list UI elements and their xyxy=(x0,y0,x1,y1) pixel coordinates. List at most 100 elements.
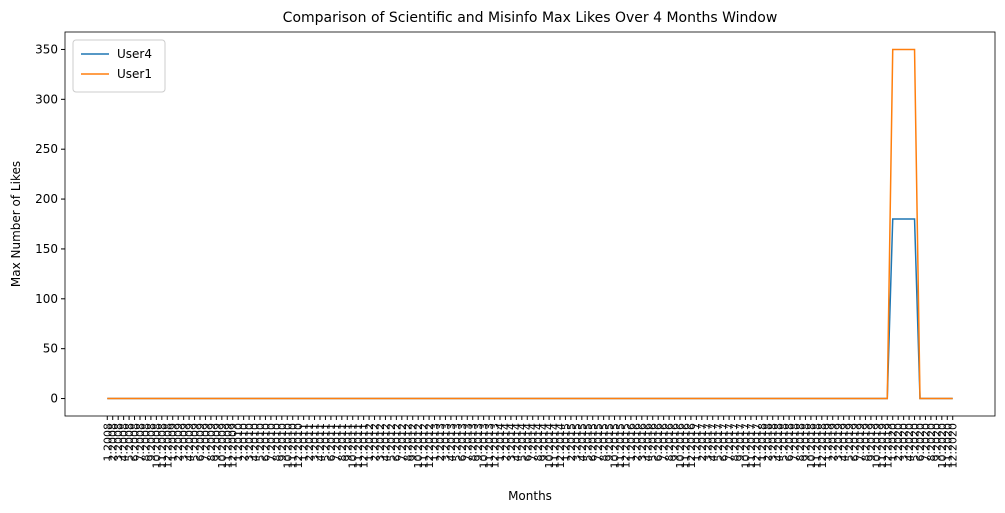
x-tick-label: 1.2013 xyxy=(429,423,442,462)
y-tick-label: 0 xyxy=(50,392,58,406)
x-tick-label: 2.2014 xyxy=(499,423,512,462)
x-tick-label: 9.2010 xyxy=(276,423,289,462)
legend-label: User1 xyxy=(117,67,152,81)
x-tick-label: 7.2011 xyxy=(330,423,343,462)
x-tick-label: 8.2019 xyxy=(859,423,872,462)
y-tick-label: 250 xyxy=(35,142,58,156)
x-tick-label: 11.2017 xyxy=(745,423,758,469)
x-tick-label: 7.2016 xyxy=(658,423,671,462)
x-tick-label: 6.2015 xyxy=(587,423,600,462)
series-line xyxy=(107,48,953,400)
x-tick-label: 10.2020 xyxy=(936,423,949,469)
x-tick-label: 11.2012 xyxy=(418,423,431,469)
x-tick-label: 1.2018 xyxy=(756,423,769,462)
x-tick-label: 11.2020 xyxy=(941,423,954,469)
x-tick-label: 12.2011 xyxy=(358,423,371,469)
x-tick-label: 7.2019 xyxy=(854,423,867,462)
x-tick-label: 12.2019 xyxy=(881,423,894,469)
x-tick-label: 10.2009 xyxy=(216,423,229,469)
x-tick-label: 12.2018 xyxy=(816,423,829,469)
x-tick-label: 1.2015 xyxy=(559,423,572,462)
x-tick-label: 10.2018 xyxy=(805,423,818,469)
x-tick-label: 1.2009 xyxy=(167,423,180,462)
x-tick-label: 2.2011 xyxy=(303,423,316,462)
x-tick-label: 5.2015 xyxy=(581,423,594,462)
x-tick-label: 2.2013 xyxy=(434,423,447,462)
plot-frame xyxy=(64,31,996,417)
x-tick-label: 8.2010 xyxy=(270,423,283,462)
x-tick-label: 3.2020 xyxy=(898,423,911,462)
x-tick-label: 6.2019 xyxy=(849,423,862,462)
x-tick-label: 4.2013 xyxy=(445,423,458,462)
x-tick-label: 1.2011 xyxy=(298,423,311,462)
x-tick-label: 1.2010 xyxy=(232,423,245,462)
x-tick-label: 1.2008 xyxy=(101,423,114,462)
x-tick-label: 11.2018 xyxy=(810,423,823,469)
x-tick-label: 6.2018 xyxy=(783,423,796,462)
x-axis-label: Months xyxy=(508,489,552,503)
x-tick-label: 3.2016 xyxy=(636,423,649,462)
x-tick-label: 9.2011 xyxy=(341,423,354,462)
x-tick-label: 9.2015 xyxy=(603,423,616,462)
x-tick-label: 3.2011 xyxy=(309,423,322,462)
x-tick-label: 6.2013 xyxy=(456,423,469,462)
x-tick-label: 8.2020 xyxy=(925,423,938,462)
x-tick-label: 11.2011 xyxy=(352,423,365,469)
x-tick-label: 5.2010 xyxy=(254,423,267,462)
x-tick-label: 10.2010 xyxy=(281,423,294,469)
x-tick-label: 3.2009 xyxy=(178,423,191,462)
x-tick-label: 12.2009 xyxy=(227,423,240,469)
x-tick-label: 5.2011 xyxy=(319,423,332,462)
x-tick-label: 3.2013 xyxy=(439,423,452,462)
x-tick-label: 11.2008 xyxy=(156,423,169,469)
x-tick-label: 2.2018 xyxy=(761,423,774,462)
x-tick-label: 2.2019 xyxy=(827,423,840,462)
x-tick-label: 7.2009 xyxy=(199,423,212,462)
x-tick-label: 3.2010 xyxy=(243,423,256,462)
x-tick-label: 2.2017 xyxy=(696,423,709,462)
x-tick-label: 2.2010 xyxy=(238,423,251,462)
x-tick-label: 7.2008 xyxy=(134,423,147,462)
x-tick-label: 5.2012 xyxy=(385,423,398,462)
x-tick-label: 6.2012 xyxy=(390,423,403,462)
x-tick-label: 5.2018 xyxy=(778,423,791,462)
x-tick-label: 2.2009 xyxy=(172,423,185,462)
x-tick-label: 10.2008 xyxy=(150,423,163,469)
x-tick-label: 12.2020 xyxy=(947,423,960,469)
x-tick-label: 8.2008 xyxy=(139,423,152,462)
x-tick-label: 12.2016 xyxy=(685,423,698,469)
x-tick-label: 6.2010 xyxy=(259,423,272,462)
x-tick-label: 10.2011 xyxy=(347,423,360,469)
x-tick-label: 9.2008 xyxy=(145,423,158,462)
x-tick-label: 3.2019 xyxy=(832,423,845,462)
x-tick-label: 6.2016 xyxy=(652,423,665,462)
x-tick-label: 8.2012 xyxy=(401,423,414,462)
legend-box xyxy=(72,39,166,93)
x-tick-label: 8.2013 xyxy=(467,423,480,462)
x-tick-label: 6.2011 xyxy=(325,423,338,462)
x-tick-label: 6.2014 xyxy=(521,423,534,462)
x-tick-label: 4.2019 xyxy=(838,423,851,462)
x-tick-label: 1.2014 xyxy=(494,423,507,462)
x-tick-label: 2.2020 xyxy=(892,423,905,462)
y-tick-label: 100 xyxy=(35,292,58,306)
y-axis-label: Max Number of Likes xyxy=(9,161,23,287)
x-tick-label: 3.2014 xyxy=(505,423,518,462)
x-tick-label: 6.2017 xyxy=(718,423,731,462)
x-tick-label: 12.2017 xyxy=(750,423,763,469)
x-tick-label: 9.2017 xyxy=(734,423,747,462)
x-tick-label: 4.2017 xyxy=(707,423,720,462)
x-tick-label: 2.2016 xyxy=(630,423,643,462)
x-tick-label: 4.2020 xyxy=(903,423,916,462)
y-tick-label: 300 xyxy=(35,92,58,106)
x-tick-label: 5.2020 xyxy=(909,423,922,462)
x-tick-label: 11.2016 xyxy=(679,423,692,469)
x-tick-label: 1.2017 xyxy=(690,423,703,462)
x-tick-label: 7.2012 xyxy=(396,423,409,462)
x-tick-label: 8.2017 xyxy=(729,423,742,462)
x-tick-label: 11.2010 xyxy=(287,423,300,469)
x-tick-label: 5.2009 xyxy=(189,423,202,462)
x-tick-label: 7.2014 xyxy=(527,423,540,462)
x-tick-label: 7.2010 xyxy=(265,423,278,462)
